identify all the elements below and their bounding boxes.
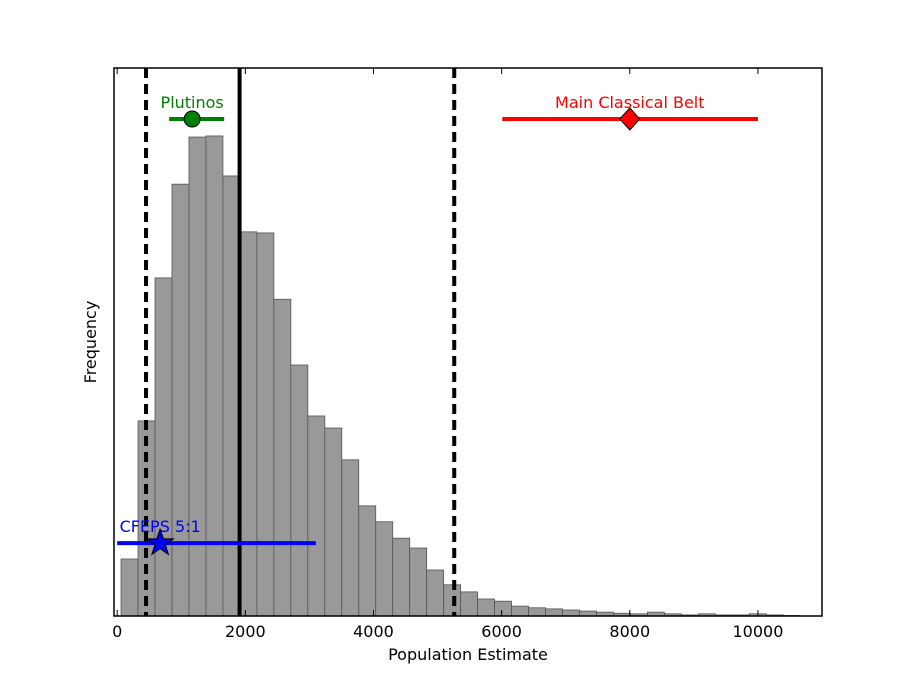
bar (426, 569, 445, 617)
marker-label: CFEPS 5:1 (120, 517, 201, 536)
bar (392, 537, 411, 617)
x-tick-label: 10000 (732, 622, 783, 641)
x-tick-label: 4000 (353, 622, 394, 641)
marker-label: Main Classical Belt (555, 93, 705, 112)
marker-label: Plutinos (161, 93, 224, 112)
bar (171, 183, 190, 617)
bar (562, 609, 580, 617)
x-tick-label: 0 (112, 622, 122, 641)
bar (256, 232, 275, 617)
x-tick-label: 8000 (609, 622, 650, 641)
bar (375, 521, 394, 617)
marker (145, 527, 175, 556)
bar (341, 459, 360, 617)
x-tick-label: 2000 (225, 622, 266, 641)
bar (443, 584, 462, 617)
bar (154, 277, 173, 617)
bar (477, 598, 495, 617)
bar (358, 505, 377, 617)
x-tick-label: 6000 (481, 622, 522, 641)
bar (239, 231, 258, 617)
bar (222, 175, 241, 617)
bar (290, 364, 309, 617)
plot-frame (113, 67, 823, 617)
bar (460, 591, 479, 617)
bar (528, 607, 546, 617)
bar (273, 298, 292, 617)
bar (494, 600, 512, 617)
bar (120, 558, 139, 617)
bar (511, 605, 529, 617)
bar (324, 427, 343, 617)
bar (409, 547, 428, 617)
x-axis-label: Population Estimate (388, 645, 548, 664)
bar (545, 608, 563, 617)
y-axis-label: Frequency (81, 301, 100, 384)
marker (619, 107, 641, 131)
marker (183, 110, 201, 128)
bar (307, 415, 326, 617)
